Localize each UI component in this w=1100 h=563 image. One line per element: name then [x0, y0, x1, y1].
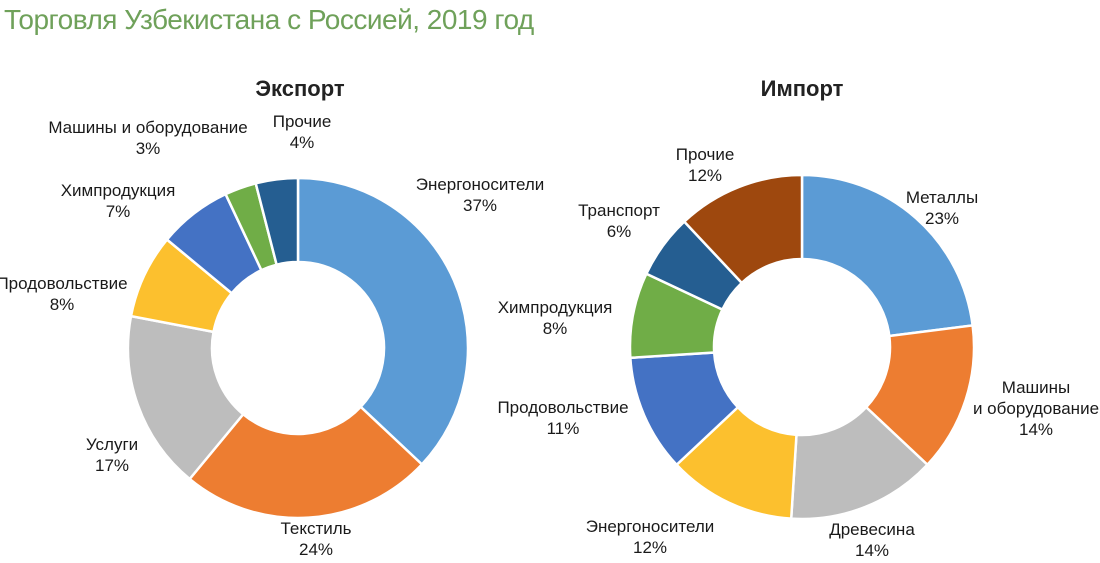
slice-label-металлы: Металлы 23% — [906, 188, 978, 228]
donut-slice-прочие — [682, 173, 804, 285]
slice-label-продовольствие: Продовольствие 11% — [497, 398, 628, 438]
slice-label-текстиль: Текстиль 24% — [280, 519, 351, 559]
slice-label-услуги: Услуги 17% — [86, 435, 138, 475]
slice-label-прочие: Прочие 4% — [273, 112, 332, 152]
slice-label-энергоносители: Энергоносители 12% — [586, 517, 715, 557]
slice-label-древесина: Древесина 14% — [829, 520, 915, 560]
slice-label-машины: Машины и оборудование 14% — [973, 378, 1099, 439]
slice-label-транспорт: Транспорт 6% — [578, 201, 660, 241]
chart-title: Экспорт — [255, 76, 344, 101]
donut-slice-текстиль — [187, 405, 424, 520]
slice-label-энергоносители: Энергоносители 37% — [416, 175, 545, 215]
chart-title: Импорт — [761, 76, 844, 101]
donut-slice-энергоносители — [296, 176, 470, 467]
export-donut: Экспорт Энергоносители 37% Текстиль 24% Услуг… — [0, 76, 544, 559]
slice-label-химпродукция: Химпродукция 8% — [498, 298, 613, 338]
donut-slice-услуги — [126, 314, 245, 481]
slice-label-химпродукция: Химпродукция 7% — [61, 181, 176, 221]
import-donut: Импорт Металлы 23% Машины и оборудование 14% Д… — [497, 76, 1099, 560]
slice-label-машины-и-оборудование: Машины и оборудование 3% — [48, 118, 247, 158]
slice-label-прочие: Прочие 12% — [676, 145, 735, 185]
slice-label-продовольствие: Продовольствие 8% — [0, 274, 128, 314]
donut-slice-прочие — [254, 176, 300, 267]
page-title: Торговля Узбекистана с Россией, 2019 год — [4, 4, 534, 35]
donut-slice-металлы — [800, 173, 975, 338]
